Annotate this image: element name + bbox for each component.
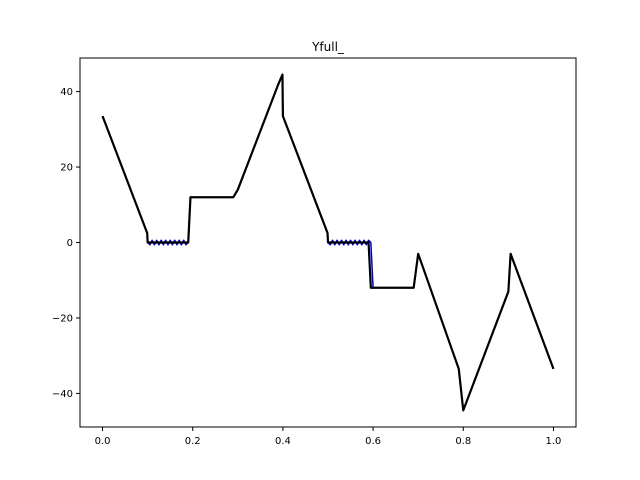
x-axis: 0.0 0.2 0.4 0.6 0.8 1.0 [95,427,562,447]
x-tick-label: 0.6 [365,436,381,447]
series-line-2 [101,73,555,412]
y-tick-label: 40 [60,87,73,98]
x-tick-label: 0.4 [275,436,291,447]
series-layer [101,73,555,412]
y-tick-label: 0 [67,238,73,249]
y-tick-label: 20 [60,163,73,174]
y-tick-label: −20 [52,313,73,324]
y-axis: −40 −20 0 20 40 [52,87,80,400]
x-tick-label: 1.0 [546,436,562,447]
chart-title: Yfull_ [311,40,345,54]
x-tick-label: 0.0 [95,436,111,447]
x-tick-label: 0.2 [185,436,201,447]
y-tick-label: −40 [52,389,73,400]
x-tick-label: 0.8 [455,436,471,447]
